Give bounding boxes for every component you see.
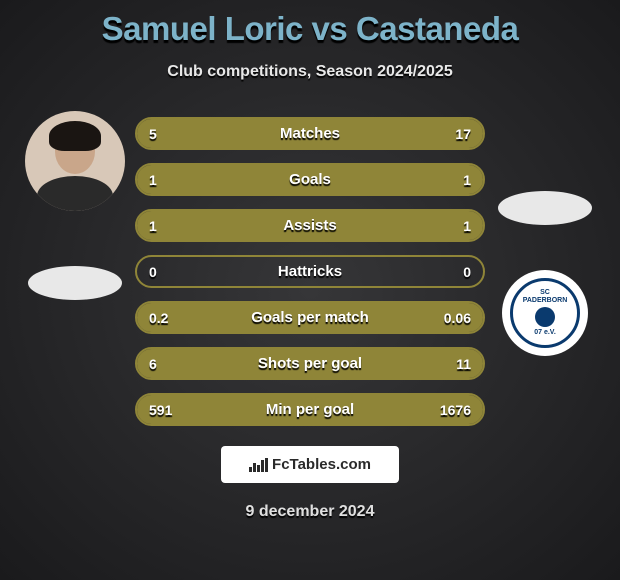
- club-line3: 07 e.V.: [534, 329, 556, 337]
- stat-left-value: 1: [149, 218, 157, 234]
- stat-left-value: 6: [149, 356, 157, 372]
- stat-label: Goals per match: [251, 309, 369, 326]
- brand-badge: FcTables.com: [221, 446, 399, 483]
- stat-left-value: 0.2: [149, 310, 168, 326]
- chart-icon: [249, 458, 268, 472]
- team-placeholder-left: [28, 266, 122, 300]
- stat-left-value: 5: [149, 126, 157, 142]
- stat-row: 5 Matches 17: [135, 117, 485, 150]
- stat-right-value: 1676: [440, 402, 471, 418]
- stat-left-value: 1: [149, 172, 157, 188]
- stat-row: 1 Assists 1: [135, 209, 485, 242]
- right-column: SC PADERBORN 07 e.V.: [485, 111, 605, 356]
- content-area: 5Matches171Goals11Assists10Hattricks00.2…: [0, 111, 620, 426]
- comparison-card: Samuel Loric vs Castaneda Club competiti…: [0, 0, 620, 580]
- club-dot: [535, 307, 555, 327]
- subtitle: Club competitions, Season 2024/2025: [0, 63, 620, 81]
- stat-label: Matches: [280, 125, 340, 142]
- stat-right-value: 17: [455, 126, 471, 142]
- player-placeholder-right: [498, 191, 592, 225]
- stat-label: Hattricks: [278, 263, 342, 280]
- stat-label: Assists: [283, 217, 336, 234]
- stat-label: Shots per goal: [258, 355, 362, 372]
- stat-right-value: 1: [463, 218, 471, 234]
- club-badge-inner: SC PADERBORN 07 e.V.: [510, 278, 580, 348]
- club-badge: SC PADERBORN 07 e.V.: [502, 270, 588, 356]
- stat-right-value: 0.06: [444, 310, 471, 326]
- stat-left-value: 0: [149, 264, 157, 280]
- player-photo: [25, 111, 125, 211]
- stat-label: Min per goal: [266, 401, 354, 418]
- stat-label: Goals: [289, 171, 331, 188]
- club-line2: PADERBORN: [523, 297, 568, 305]
- brand-text: FcTables.com: [272, 456, 371, 473]
- stat-right-value: 11: [456, 356, 471, 372]
- club-line1: SC: [540, 289, 550, 297]
- date-text: 9 december 2024: [0, 503, 620, 521]
- stat-row: 6 Shots per goal 11: [135, 347, 485, 380]
- stat-left-value: 591: [149, 402, 172, 418]
- footer: FcTables.com 9 december 2024: [0, 446, 620, 521]
- stat-right-value: 0: [463, 264, 471, 280]
- stats-list: 5Matches171Goals11Assists10Hattricks00.2…: [135, 111, 485, 426]
- stat-row: 0.2 Goals per match 0.06: [135, 301, 485, 334]
- left-column: [15, 111, 135, 300]
- stat-right-value: 1: [463, 172, 471, 188]
- stat-row: 0 Hattricks 0: [135, 255, 485, 288]
- page-title: Samuel Loric vs Castaneda: [0, 10, 620, 48]
- stat-row: 1 Goals 1: [135, 163, 485, 196]
- stat-row: 591 Min per goal 1676: [135, 393, 485, 426]
